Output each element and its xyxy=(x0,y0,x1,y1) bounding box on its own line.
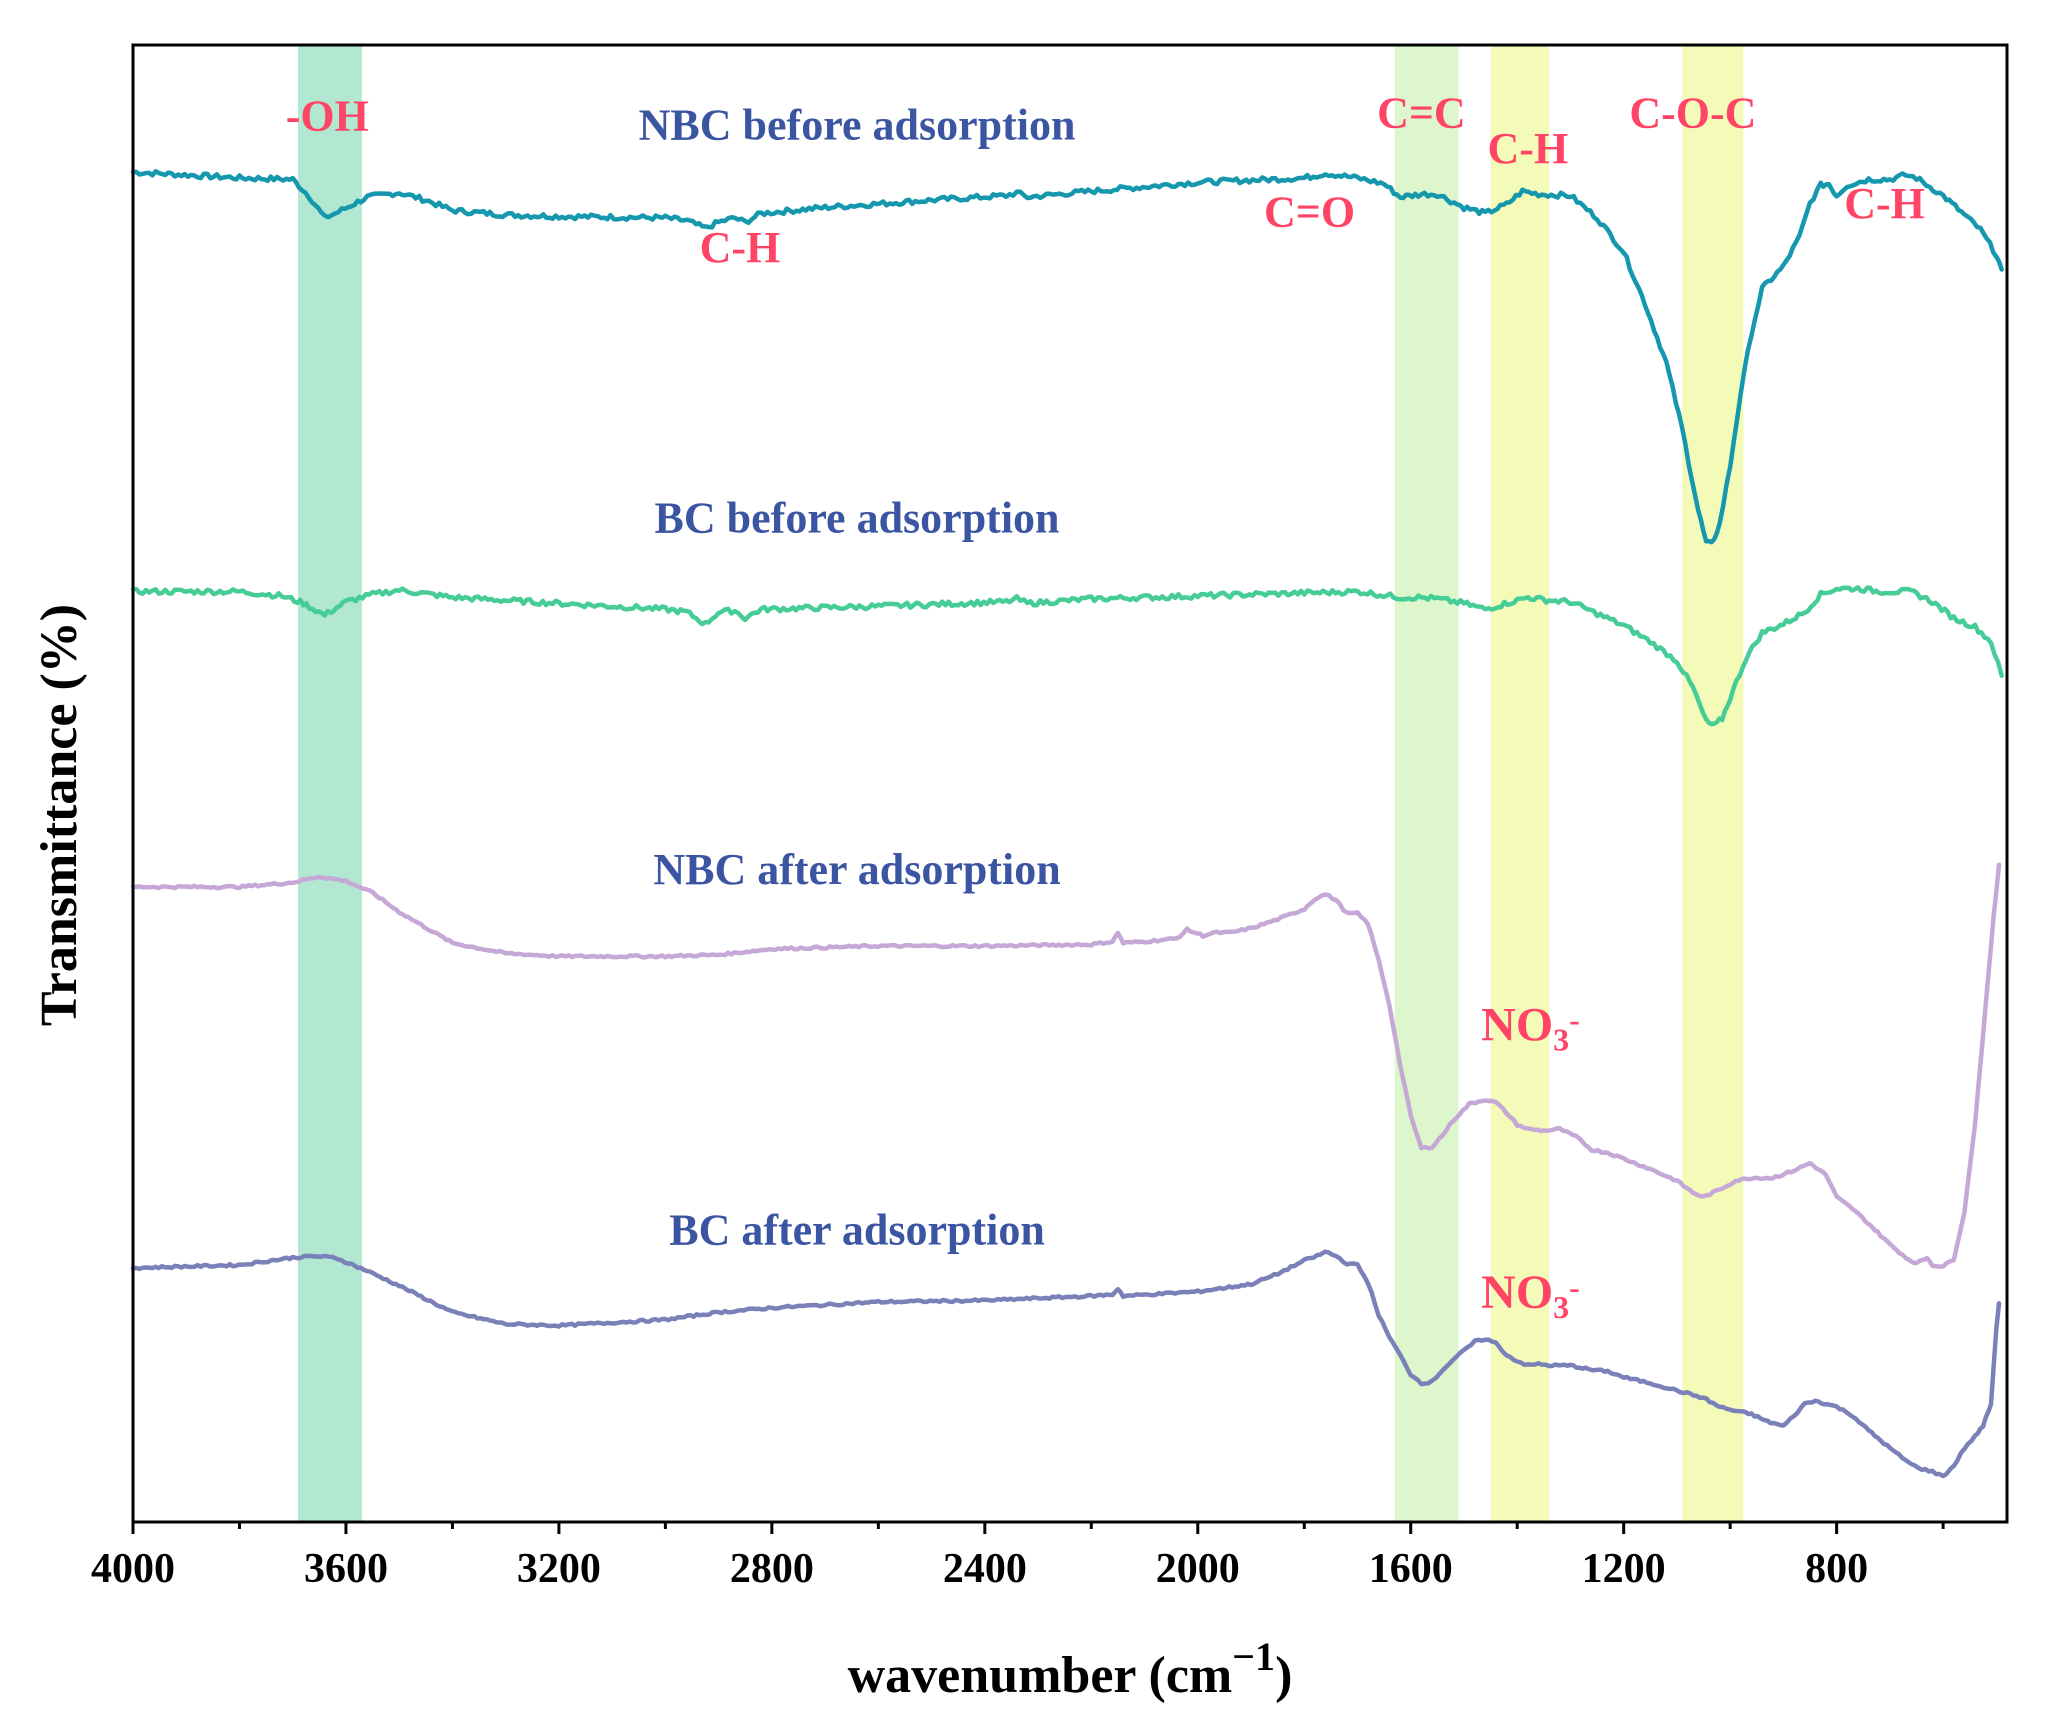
x-axis-ticks: 4000 3600 3200 2800 2400 2000 1600 1200 800 xyxy=(91,1522,1945,1592)
series-line-0 xyxy=(130,169,2004,545)
annotations: NBC before adsorption BC before adsorptio… xyxy=(286,89,1925,1325)
peak-ch-740: C-H xyxy=(1844,179,1925,228)
peak-no3-nbc-after: NO3- xyxy=(1481,998,1580,1057)
x-axis-title-close: ) xyxy=(1275,1647,1292,1704)
nitrate-subscript: 3 xyxy=(1553,1289,1569,1325)
peak-no3-bc-after: NO3- xyxy=(1481,1266,1580,1325)
coc-band xyxy=(1682,45,1744,1522)
peak-oh: -OH xyxy=(286,92,369,141)
x-tick-label: 800 xyxy=(1805,1546,1868,1592)
nitrate-formula: NO xyxy=(1481,998,1553,1051)
x-tick-label: 1200 xyxy=(1582,1546,1666,1592)
label-nbc-after: NBC after adsorption xyxy=(653,845,1060,894)
y-axis-title: Transmittance (%) xyxy=(31,604,88,1026)
label-nbc-before: NBC before adsorption xyxy=(639,101,1076,150)
x-tick-label: 4000 xyxy=(91,1546,175,1592)
peak-cc: C=C xyxy=(1377,89,1466,138)
x-axis-title: wavenumber (cm−1) xyxy=(848,1634,1293,1704)
nitrate-formula: NO xyxy=(1481,1266,1553,1319)
plot-frame xyxy=(131,43,2009,1524)
x-tick-label: 3600 xyxy=(304,1546,388,1592)
label-bc-after: BC after adsorption xyxy=(669,1205,1045,1254)
cc-band xyxy=(1394,45,1459,1522)
nitrate-charge: - xyxy=(1569,1269,1580,1305)
series-line-1 xyxy=(130,585,2004,727)
peak-ch-1390: C-H xyxy=(1488,124,1569,173)
label-bc-before: BC before adsorption xyxy=(655,493,1060,542)
oh-band xyxy=(298,45,362,1522)
nitrate-subscript: 3 xyxy=(1553,1021,1569,1057)
spectra-curves xyxy=(130,169,2004,1479)
x-tick-label: 3200 xyxy=(517,1546,601,1592)
peak-ch-2900: C-H xyxy=(700,223,781,272)
x-axis-title-main: wavenumber (cm xyxy=(848,1647,1233,1704)
x-tick-label: 2800 xyxy=(730,1546,814,1592)
x-tick-label: 1600 xyxy=(1369,1546,1453,1592)
series-line-2 xyxy=(130,862,2002,1269)
peak-coc: C-O-C xyxy=(1629,89,1756,138)
x-tick-label: 2400 xyxy=(943,1546,1027,1592)
highlight-bands xyxy=(298,45,1744,1522)
x-tick-label: 2000 xyxy=(1156,1546,1240,1592)
x-axis-title-exponent: −1 xyxy=(1232,1634,1275,1679)
ch-band xyxy=(1490,45,1550,1522)
series-line-3 xyxy=(130,1249,2002,1479)
nitrate-charge: - xyxy=(1569,1001,1580,1037)
peak-co: C=O xyxy=(1264,188,1355,237)
